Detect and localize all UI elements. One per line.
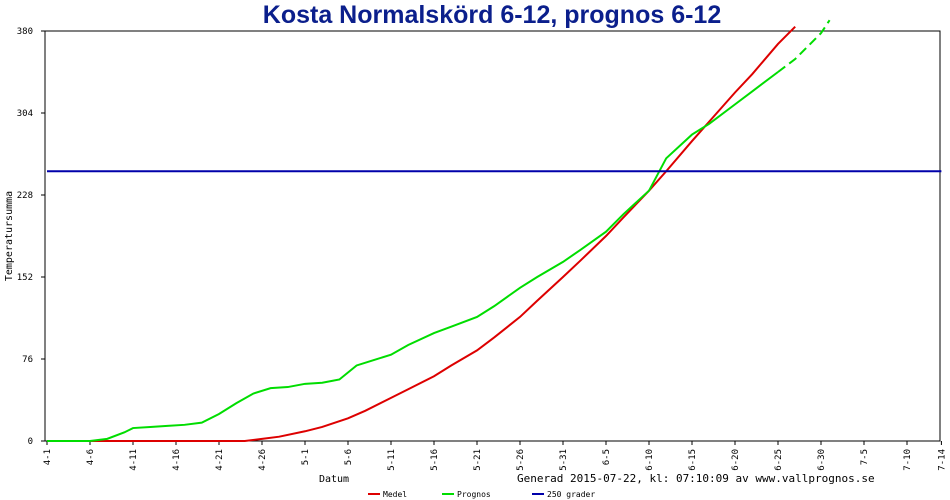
y-tick-label: 228: [17, 191, 33, 201]
x-tick-label: 5-31: [559, 449, 569, 471]
x-tick-label: 4-1: [43, 449, 53, 465]
x-tick-label: 4-16: [172, 449, 182, 471]
x-tick-label: 4-21: [215, 449, 225, 471]
legend: Medel Prognos 250 grader: [368, 490, 595, 499]
x-tick-label: 7-14: [937, 449, 947, 471]
series-line-solid: [47, 71, 779, 442]
series-prognos: [47, 19, 831, 442]
footer-text: Generad 2015-07-22, kl: 07:10:09 av www.…: [517, 472, 875, 485]
legend-label: 250 grader: [547, 490, 595, 499]
x-tick-label: 6-30: [817, 449, 827, 471]
x-tick-label: 6-10: [645, 449, 655, 471]
y-axis-label: Temperatursumma: [4, 191, 15, 281]
x-tick-label: 6-15: [688, 449, 698, 471]
x-tick-label: 4-6: [86, 449, 96, 465]
y-tick-label: 380: [17, 27, 33, 37]
series-lines: [47, 19, 942, 442]
x-axis: 4-1 4-6 4-11 4-16 4-21 4-26 5-1 5-6 5-11 5-16 5-21…: [43, 441, 947, 471]
y-axis: 0 76 152 228 304 380: [17, 27, 45, 447]
x-axis-label: Datum: [319, 474, 349, 485]
x-tick-label: 6-20: [731, 449, 741, 471]
legend-item: 250 grader: [532, 490, 595, 499]
x-tick-label: 5-11: [387, 449, 397, 471]
chart-title: Kosta Normalskörd 6-12, prognos 6-12: [263, 1, 721, 29]
y-tick-label: 76: [22, 355, 33, 365]
x-tick-label: 4-26: [258, 449, 268, 471]
legend-label: Medel: [383, 490, 407, 499]
series-medel: [47, 25, 796, 442]
x-tick-label: 6-25: [774, 449, 784, 471]
x-tick-label: 4-11: [129, 449, 139, 471]
legend-item: Prognos: [442, 490, 491, 499]
legend-label: Prognos: [457, 490, 491, 499]
x-tick-label: 7-5: [860, 449, 870, 465]
y-tick-label: 152: [17, 273, 33, 283]
x-tick-label: 5-16: [430, 449, 440, 471]
x-tick-label: 5-6: [344, 449, 354, 465]
x-tick-label: 5-26: [516, 449, 526, 471]
series-line: [47, 25, 796, 442]
x-tick-label: 6-5: [602, 449, 612, 465]
x-tick-label: 7-10: [903, 449, 913, 471]
legend-item: Medel: [368, 490, 407, 499]
y-tick-label: 0: [28, 437, 33, 447]
plot-area: [44, 30, 941, 442]
y-tick-label: 304: [17, 109, 33, 119]
x-tick-label: 5-21: [473, 449, 483, 471]
x-tick-label: 5-1: [301, 449, 311, 465]
